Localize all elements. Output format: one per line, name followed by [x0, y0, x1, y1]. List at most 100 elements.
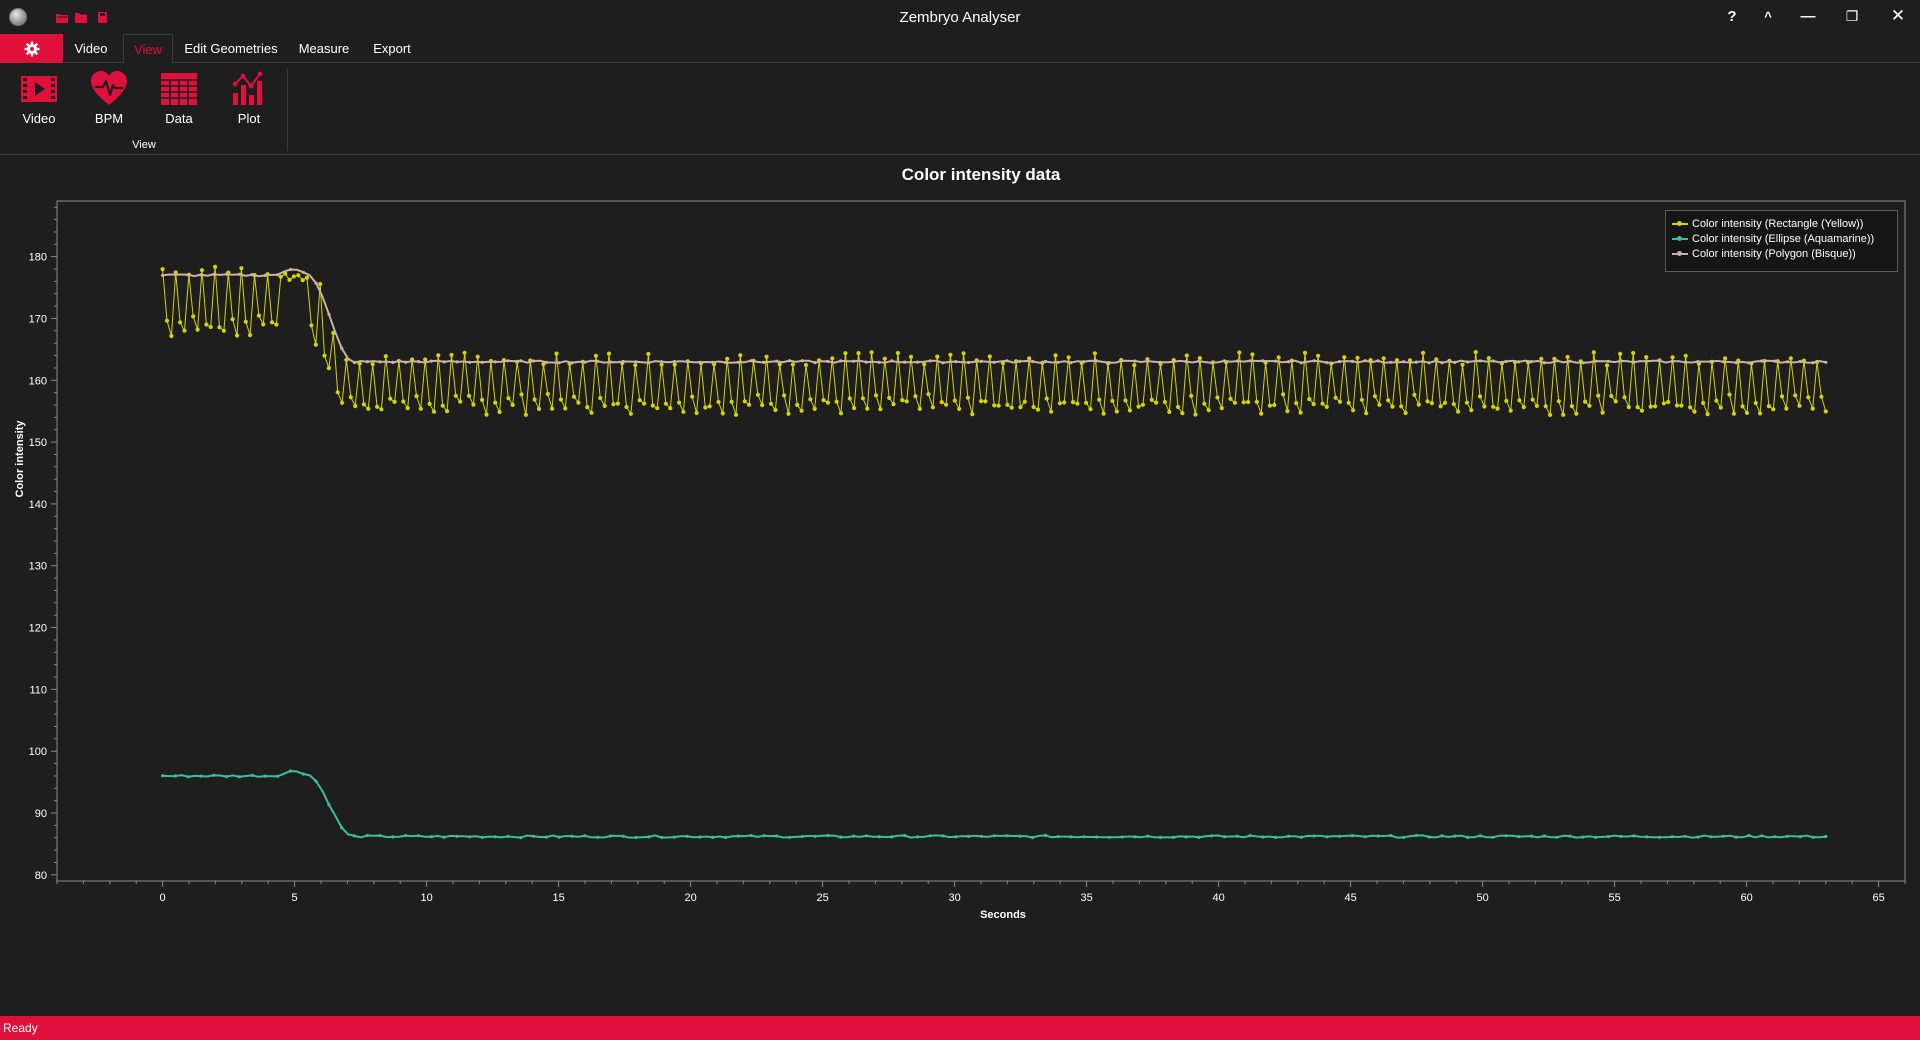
- tab-view[interactable]: View: [123, 34, 173, 64]
- collapse-ribbon-button[interactable]: ^: [1764, 8, 1772, 24]
- data-point: [1613, 399, 1618, 404]
- status-text: Ready: [3, 1021, 38, 1035]
- data-point: [1555, 359, 1559, 363]
- save-icon[interactable]: [98, 12, 107, 23]
- data-point: [263, 273, 267, 278]
- data-point: [1453, 360, 1457, 364]
- data-point: [1082, 360, 1086, 364]
- x-tick-label: 55: [1608, 892, 1620, 904]
- legend-item-ellipse[interactable]: Color intensity (Ellipse (Aquamarine)): [1672, 231, 1891, 246]
- title-bar: Zembryo Analyser ? ^ — ❐ ✕: [0, 0, 1920, 34]
- data-point: [843, 351, 848, 356]
- data-point: [287, 277, 292, 282]
- data-point: [1031, 359, 1035, 364]
- data-point: [309, 323, 314, 328]
- data-point: [458, 399, 463, 404]
- y-tick-label: 170: [29, 313, 47, 325]
- y-tick-label: 180: [29, 252, 47, 264]
- legend-swatch-bisque: [1672, 250, 1688, 258]
- data-point: [1175, 404, 1181, 410]
- data-point: [1508, 408, 1513, 413]
- legend-item-rectangle[interactable]: Color intensity (Rectangle (Yellow)): [1672, 216, 1891, 231]
- video-button[interactable]: Video: [8, 71, 70, 133]
- minimize-button[interactable]: —: [1800, 7, 1816, 25]
- plot-button[interactable]: Plot: [218, 71, 280, 133]
- data-point: [1272, 402, 1277, 408]
- data-point: [327, 803, 331, 807]
- data-point: [1414, 833, 1418, 838]
- data-point: [440, 403, 445, 408]
- data-point: [545, 391, 550, 397]
- data-point: [608, 360, 613, 364]
- data-point: [826, 833, 830, 838]
- data-point: [348, 395, 353, 400]
- tab-measure[interactable]: Measure: [298, 41, 350, 56]
- data-point: [1593, 835, 1598, 839]
- data-point: [698, 360, 702, 364]
- data-point: [944, 402, 949, 407]
- data-point: [563, 406, 568, 411]
- open-folder-icon[interactable]: [56, 12, 68, 23]
- data-point: [1250, 352, 1255, 357]
- data-point: [1657, 835, 1662, 839]
- data-point: [703, 405, 708, 410]
- data-point: [541, 362, 546, 367]
- data-point: [1469, 408, 1474, 413]
- data-button[interactable]: Data: [148, 71, 210, 133]
- y-tick-label: 90: [35, 808, 47, 820]
- data-point: [642, 401, 647, 406]
- series-polygon[interactable]: [161, 267, 1828, 365]
- data-point: [660, 835, 664, 840]
- data-point: [1066, 355, 1071, 360]
- data-point: [1709, 835, 1713, 839]
- data-point: [851, 834, 856, 838]
- legend-item-polygon[interactable]: Color intensity (Polygon (Bisque)): [1672, 246, 1891, 261]
- data-point: [965, 395, 971, 400]
- data-point: [1793, 393, 1798, 398]
- data-point: [404, 834, 408, 838]
- data-point: [1823, 409, 1828, 414]
- data-point: [1149, 397, 1154, 402]
- chart-legend[interactable]: Color intensity (Rectangle (Yellow)) Col…: [1665, 210, 1898, 272]
- tab-edit-geometries[interactable]: Edit Geometries: [184, 41, 278, 56]
- data-point: [340, 826, 344, 830]
- data-point: [1248, 359, 1252, 363]
- data-point: [225, 272, 229, 276]
- data-point: [1412, 392, 1417, 397]
- help-button[interactable]: ?: [1727, 7, 1737, 25]
- data-point: [1466, 360, 1470, 364]
- tab-video[interactable]: Video: [74, 41, 108, 56]
- data-point: [212, 272, 216, 276]
- data-point: [274, 322, 279, 327]
- data-point: [1626, 405, 1631, 410]
- data-point: [1372, 394, 1378, 399]
- data-point: [775, 359, 779, 363]
- close-button[interactable]: ✕: [1890, 6, 1906, 25]
- legend-label-rectangle: Color intensity (Rectangle (Yellow)): [1692, 217, 1864, 230]
- ribbon-group-separator: [287, 69, 288, 151]
- color-intensity-chart[interactable]: 0 5 10 15 20 25 30 35 40 45 50 55 60 65 80 90 100 110 120 1…: [0, 156, 1920, 1014]
- data-point: [493, 835, 497, 839]
- settings-tab[interactable]: [0, 34, 63, 63]
- x-tick-label: 5: [292, 892, 298, 904]
- data-point: [1110, 398, 1115, 403]
- data-point: [558, 397, 564, 402]
- data-point: [877, 360, 881, 364]
- data-point: [326, 366, 331, 371]
- series-rectangle[interactable]: [160, 264, 1828, 417]
- data-point: [1350, 834, 1354, 838]
- x-tick-label: 45: [1344, 892, 1356, 904]
- tab-export[interactable]: Export: [373, 41, 411, 56]
- data-point: [1210, 834, 1214, 838]
- bpm-button[interactable]: BPM: [78, 71, 140, 133]
- restore-button[interactable]: ❐: [1845, 7, 1859, 24]
- legend-label-polygon: Color intensity (Polygon (Bisque)): [1692, 247, 1856, 260]
- data-point: [941, 361, 945, 365]
- data-point: [340, 346, 344, 350]
- folder-icon[interactable]: [75, 12, 87, 23]
- data-point: [199, 774, 203, 778]
- data-point: [1095, 835, 1099, 839]
- data-point: [480, 835, 484, 840]
- series-ellipse[interactable]: [161, 769, 1828, 840]
- data-point: [1311, 402, 1316, 407]
